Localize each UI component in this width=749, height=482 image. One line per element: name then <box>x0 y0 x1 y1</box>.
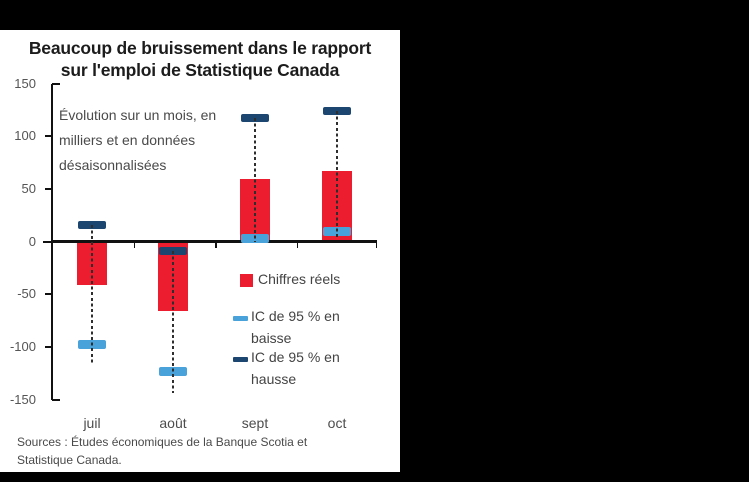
y-tick-label: -50 <box>17 286 36 302</box>
source-line2: Statistique Canada. <box>17 453 122 467</box>
x-tick-label-oct: oct <box>327 415 347 431</box>
source-line1: Sources : Études économiques de la Banqu… <box>17 435 308 449</box>
ci-whisker-août <box>172 251 174 394</box>
chart-title-line2: sur l'emploi de Statistique Canada <box>60 60 340 80</box>
x-axis-tick <box>133 242 136 248</box>
legend-label-ic-hausse-line2: hausse <box>251 371 297 387</box>
y-axis-tick <box>45 188 52 191</box>
annotation-line1: Évolution sur un mois, en <box>59 107 217 123</box>
y-tick-label: -100 <box>9 339 36 354</box>
legend-swatch-ic-baisse <box>233 316 248 321</box>
legend-swatch-ic-hausse <box>233 357 248 362</box>
y-axis-end-hook <box>52 398 60 401</box>
y-tick-label: 100 <box>14 128 36 144</box>
axis-units-annotation: Évolution sur un mois, en milliers et en… <box>59 103 269 178</box>
y-axis-tick <box>45 293 52 296</box>
y-tick-label: 0 <box>28 233 36 249</box>
x-axis-zero-line <box>52 240 377 243</box>
y-tick-label: 150 <box>14 75 36 91</box>
source-note: Sources : Études économiques de la Banqu… <box>17 433 389 469</box>
annotation-line2: milliers et en données <box>59 132 196 148</box>
chart-panel <box>0 30 400 472</box>
chart-title-line1: Beaucoup de bruissement dans le rapport <box>28 38 372 58</box>
x-axis-tick <box>296 242 299 248</box>
chart-title: Beaucoup de bruissement dans le rapport … <box>0 37 400 81</box>
y-tick-label: -150 <box>9 391 36 407</box>
y-tick-label: 50 <box>21 181 36 197</box>
x-tick-label-août: août <box>159 415 187 431</box>
y-axis-tick <box>45 135 52 138</box>
ci-whisker-juil <box>91 224 93 363</box>
x-axis-tick <box>375 242 378 248</box>
y-axis-tick <box>43 240 52 243</box>
y-axis-end-hook <box>52 82 60 85</box>
ci-whisker-oct <box>336 111 338 240</box>
x-tick-label-sept: sept <box>241 415 269 431</box>
y-axis-tick <box>45 346 52 348</box>
legend-swatch-chiffres-reels <box>240 274 253 287</box>
legend-label-chiffres-reels: Chiffres réels <box>258 271 341 287</box>
x-tick-label-juil: juil <box>83 415 101 431</box>
annotation-line3: désaisonnalisées <box>59 157 167 173</box>
legend-label-ic-baisse-line1: IC de 95 % en <box>251 308 340 324</box>
legend-label-ic-hausse-line1: IC de 95 % en <box>251 349 340 365</box>
legend-label-ic-baisse-line2: baisse <box>251 330 292 346</box>
x-axis-tick <box>215 242 217 248</box>
ci-whisker-sept <box>254 118 256 242</box>
